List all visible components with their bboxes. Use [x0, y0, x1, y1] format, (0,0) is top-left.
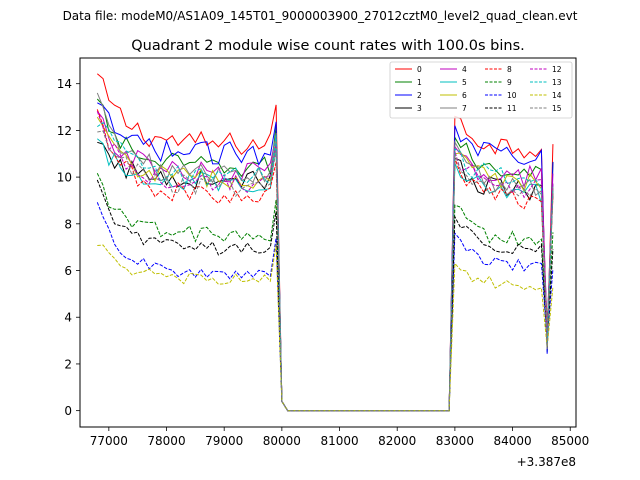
series-line-4 — [96, 110, 554, 412]
chart-title: Quadrant 2 module wise count rates with … — [131, 38, 525, 54]
y-tick-label: 14 — [57, 77, 72, 91]
series-line-2 — [97, 102, 554, 412]
legend-label-3: 3 — [417, 104, 422, 113]
x-tick-label: 84000 — [493, 434, 531, 448]
legend-label-7: 7 — [462, 104, 467, 113]
legend-label-6: 6 — [462, 91, 467, 100]
series-line-8 — [96, 109, 554, 412]
y-tick-label: 8 — [64, 217, 72, 231]
series-line-0 — [96, 73, 554, 412]
x-offset-label: +3.387e8 — [517, 455, 576, 469]
y-tick-label: 2 — [64, 357, 72, 371]
legend-label-15: 15 — [552, 104, 562, 113]
legend-label-0: 0 — [417, 65, 422, 74]
legend-frame — [389, 61, 573, 119]
legend-label-2: 2 — [417, 91, 422, 100]
series-line-11 — [96, 179, 554, 412]
series-line-14 — [97, 244, 554, 412]
ticks-layer: 77000 78000 79000 80000 81000 82000 83000 84000… — [57, 77, 590, 448]
y-tick-label: 12 — [57, 124, 72, 138]
legend-label-5: 5 — [462, 78, 467, 87]
y-tick-label: 0 — [64, 404, 72, 418]
data-file-label: Data file: modeM0/AS1A09_145T01_90000039… — [63, 9, 578, 23]
legend-label-12: 12 — [552, 65, 562, 74]
series-line-9 — [96, 173, 554, 412]
series-layer — [96, 73, 554, 412]
series-line-13 — [97, 122, 554, 412]
series-line-5 — [96, 138, 554, 412]
series-line-7 — [96, 92, 554, 412]
x-tick-label: 79000 — [205, 434, 243, 448]
x-tick-label: 81000 — [320, 434, 358, 448]
series-line-6 — [96, 116, 554, 412]
legend-label-10: 10 — [507, 91, 517, 100]
x-tick-label: 78000 — [147, 434, 185, 448]
legend-label-9: 9 — [507, 78, 512, 87]
y-tick-label: 6 — [64, 264, 72, 278]
legend-label-14: 14 — [552, 91, 562, 100]
legend-label-13: 13 — [552, 78, 562, 87]
x-tick-label: 77000 — [90, 434, 128, 448]
legend-label-1: 1 — [417, 78, 422, 87]
x-tick-label: 80000 — [263, 434, 301, 448]
x-tick-label: 85000 — [551, 434, 589, 448]
series-line-12 — [96, 111, 554, 412]
series-line-15 — [97, 130, 554, 412]
plot-frame — [79, 57, 577, 428]
legend-label-8: 8 — [507, 65, 512, 74]
legend-label-4: 4 — [462, 65, 467, 74]
x-tick-label: 82000 — [378, 434, 416, 448]
y-tick-label: 10 — [57, 171, 72, 185]
legend-label-11: 11 — [507, 104, 517, 113]
y-tick-label: 4 — [64, 311, 72, 325]
x-tick-label: 83000 — [436, 434, 474, 448]
